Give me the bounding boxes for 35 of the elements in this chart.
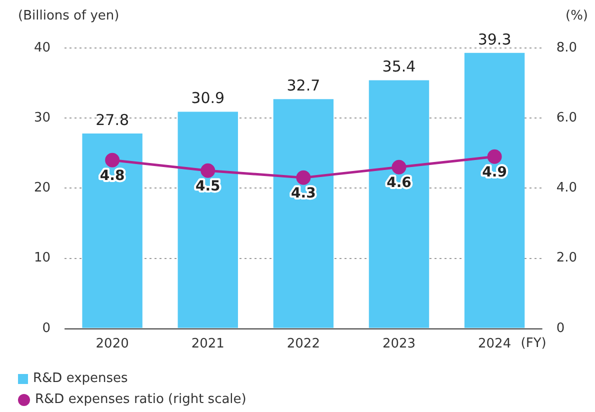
data-label: 4.3 <box>291 185 316 202</box>
x-tick-label: 2024 <box>478 336 512 352</box>
data-label: 30.9 <box>191 89 225 108</box>
data-label: 4.8 <box>100 168 125 184</box>
legend-label: R&D expenses <box>33 371 128 386</box>
y-axis-title: (Billions of yen) <box>18 8 120 24</box>
y-tick-label: 10 <box>34 250 51 266</box>
y2-tick-label: 4.0 <box>556 180 578 196</box>
y-tick-label: 40 <box>34 40 51 56</box>
x-tick-label: 2020 <box>96 336 129 352</box>
point <box>200 163 216 178</box>
legend-label: R&D expenses ratio (right scale) <box>35 392 246 407</box>
point <box>487 149 502 164</box>
data-label: 27.8 <box>96 110 130 129</box>
point <box>296 170 311 185</box>
data-label: 39.3 <box>478 30 512 48</box>
data-label: 32.7 <box>286 76 320 95</box>
data-label: 4.9 <box>482 164 507 180</box>
x-tick-label: 2023 <box>382 336 416 352</box>
data-label: 4.5 <box>195 178 220 194</box>
point <box>392 160 406 174</box>
data-label: 4.6 <box>386 174 412 191</box>
x-tick-label: 2022 <box>286 336 320 352</box>
y-tick-label: 20 <box>34 180 51 196</box>
y2-tick-label: 0 <box>556 320 565 336</box>
y2-tick-label: 6.0 <box>556 110 578 126</box>
y2-tick-label: 8.0 <box>556 40 578 56</box>
y2-tick-label: 2.0 <box>556 250 578 266</box>
y2-axis-title: (%) <box>566 8 588 24</box>
x-axis-title: (FY) <box>520 336 546 351</box>
x-tick-label: 2021 <box>191 336 224 352</box>
data-label: 35.4 <box>382 58 416 76</box>
y-tick-label: 0 <box>42 320 51 336</box>
y-tick-label: 30 <box>34 110 51 126</box>
point <box>105 152 120 168</box>
